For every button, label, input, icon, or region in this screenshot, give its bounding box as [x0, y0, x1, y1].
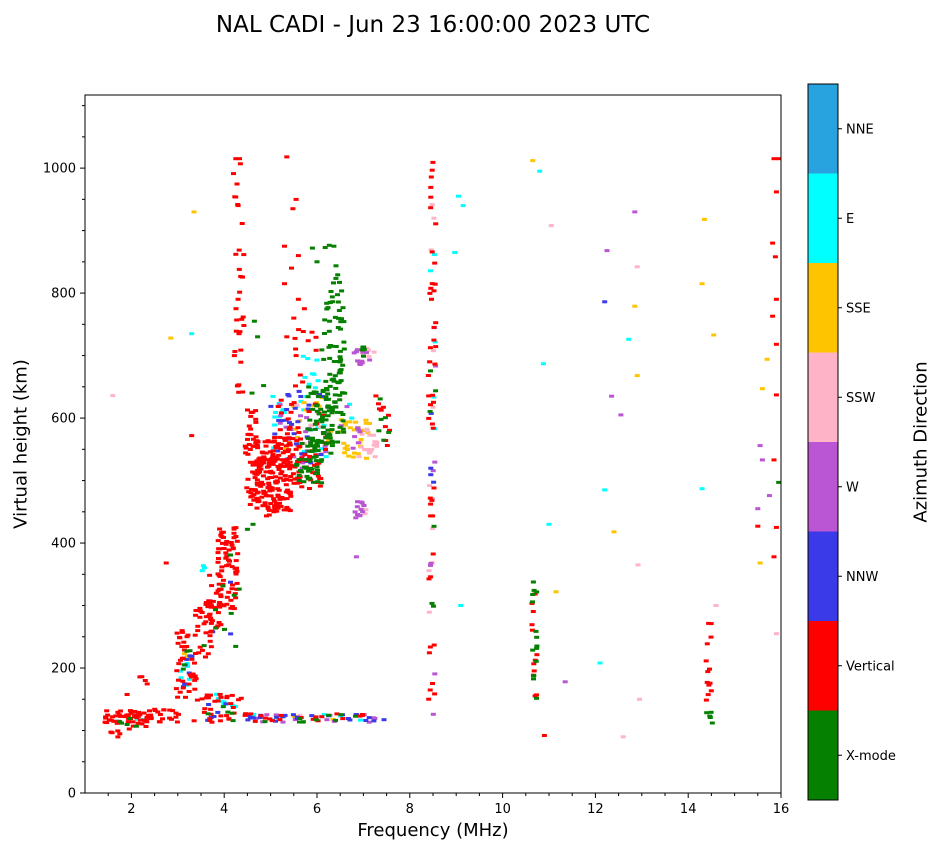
y-tick-label: 0: [68, 787, 76, 802]
y-tick-label: 1000: [43, 162, 76, 177]
x-tick-label: 10: [494, 802, 511, 817]
points-ssw: [110, 203, 779, 739]
x-tick-label: 8: [406, 802, 414, 817]
axis-ticks: [80, 105, 782, 798]
x-tick-label: 4: [220, 802, 228, 817]
colorbar-band-w: [808, 442, 838, 532]
y-tick-label: 400: [51, 537, 76, 552]
x-axis-label: Frequency (MHz): [357, 820, 509, 841]
colorbar-band-sse: [808, 263, 838, 353]
colorbar-band-x-mode: [808, 710, 838, 801]
x-tick-label: 14: [680, 802, 697, 817]
colorbar-band-nne: [808, 84, 838, 174]
colorbar-tick-label: SSW: [846, 391, 876, 406]
colorbar-label: Azimuth Direction: [910, 361, 932, 523]
points-x-mode: [117, 243, 781, 728]
y-tick-label: 600: [51, 412, 76, 427]
colorbar-tick-label: NNE: [846, 122, 874, 137]
y-tick-label: 200: [51, 662, 76, 677]
x-tick-label: 12: [587, 802, 604, 817]
chart-title: NAL CADI - Jun 23 16:00:00 2023 UTC: [215, 12, 651, 38]
colorbar-band-nnw: [808, 531, 838, 622]
points-vertical: [102, 155, 781, 739]
colorbar-tick-label: Vertical: [846, 659, 895, 674]
y-axis-label: Virtual height (km): [10, 359, 32, 529]
colorbar-tick-label: SSE: [846, 301, 871, 316]
points-e: [114, 169, 705, 723]
x-tick-label: 6: [313, 802, 321, 817]
colorbar-band-vertical: [808, 621, 838, 711]
plot-frame: [84, 94, 782, 794]
x-tick-label: 2: [127, 802, 135, 817]
colorbar-tick-label: X-mode: [846, 749, 896, 764]
colorbar-band-ssw: [808, 352, 838, 443]
colorbar-tick-label: W: [846, 480, 859, 495]
points-w: [253, 210, 772, 724]
axis-tick-labels: 2 4 6 8 10 12 14 16 0 200 400 600 800 1000: [43, 162, 789, 817]
colorbar-outline: [807, 83, 839, 801]
colorbar-tick-label: E: [846, 212, 854, 227]
y-tick-label: 800: [51, 287, 76, 302]
x-tick-label: 16: [773, 802, 790, 817]
colorbar-tick-label: NNW: [846, 570, 878, 585]
colorbar-band-e: [808, 173, 838, 264]
scatter-points: [102, 155, 781, 739]
colorbar: NNE E SSE SSW W NNW Vertical X-mode: [807, 83, 896, 801]
